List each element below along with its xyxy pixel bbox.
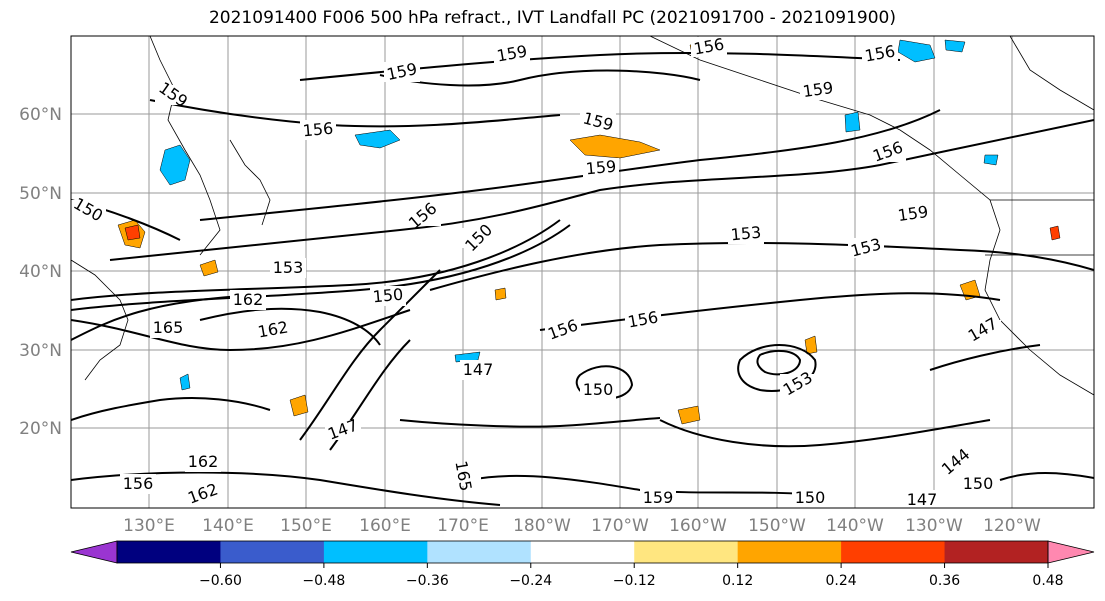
latitude-label: 50°N — [19, 184, 62, 204]
colorbar-label: −0.60 — [199, 573, 242, 589]
contour-label: 165 — [153, 318, 184, 337]
longitude-label: 120°W — [983, 516, 1041, 536]
colorbar-label: −0.24 — [509, 573, 552, 589]
colorbar-frame — [116, 540, 1049, 564]
contour-label: 150 — [583, 380, 614, 399]
coastlines — [71, 36, 1094, 396]
contour-label: 147 — [463, 360, 494, 379]
latitude-label: 40°N — [19, 262, 62, 282]
colorbar-cell — [117, 541, 221, 563]
colorbar-cell — [427, 541, 532, 563]
longitude-label: 140°W — [826, 516, 884, 536]
longitude-label: 170°E — [437, 516, 489, 536]
contour-label: 159 — [801, 78, 834, 101]
colorbar-cell — [323, 541, 428, 563]
colorbar-cell — [841, 541, 946, 563]
contour-label: 162 — [188, 452, 219, 471]
colorbar-cell — [530, 541, 635, 563]
longitude-label: 180°W — [513, 516, 571, 536]
longitude-label: 150°E — [280, 516, 332, 536]
contour-label: 156 — [123, 474, 154, 493]
longitude-label: 170°W — [591, 516, 649, 536]
contour-label: 159 — [585, 157, 617, 179]
colorbar-cell — [944, 541, 1049, 563]
colorbar-label: 0.12 — [722, 573, 753, 589]
contour-label: 156 — [692, 34, 725, 58]
colorbar-label: 0.48 — [1032, 573, 1063, 589]
map-background — [71, 36, 1094, 508]
contour-label: 147 — [907, 490, 938, 509]
colorbar-max-extension — [1047, 540, 1095, 564]
longitude-label: 130°E — [123, 516, 175, 536]
ivt-shading-strong — [124, 224, 1061, 241]
longitude-label: 130°W — [905, 516, 963, 536]
colorbar-cell — [737, 541, 842, 563]
longitude-label: 160°W — [669, 516, 727, 536]
latitude-label: 20°N — [19, 419, 62, 439]
colorbar-label: −0.12 — [613, 573, 656, 589]
longitude-label: 140°E — [202, 516, 254, 536]
contour-label: 153 — [730, 223, 762, 245]
latitude-label: 60°N — [19, 105, 62, 125]
contour-label: 150 — [795, 488, 826, 507]
colorbar-cell — [634, 541, 739, 563]
contour-label: 159 — [643, 488, 674, 507]
colorbar-label: 0.36 — [929, 573, 960, 589]
contour-label: 153 — [273, 258, 304, 277]
longitude-label: 150°W — [748, 516, 806, 536]
colorbar-label: 0.24 — [826, 573, 857, 589]
contour-label: 162 — [233, 290, 264, 309]
contour-label: 150 — [372, 285, 404, 307]
ivt-shading-negative — [159, 39, 999, 391]
colorbar: −0.60 −0.48 −0.36 −0.24 −0.12 0.12 0.24 0.36 0.4… — [70, 540, 1095, 589]
colorbar-label: −0.48 — [302, 573, 345, 589]
colorbar-label: −0.36 — [406, 573, 449, 589]
colorbar-min-extension — [70, 540, 118, 564]
contour-label: 156 — [302, 119, 334, 141]
colorbar-cell — [220, 541, 325, 563]
contour-label-backgrounds — [71, 37, 1001, 508]
map-title: 2021091400 F006 500 hPa refract., IVT La… — [208, 8, 896, 28]
contour-label: 150 — [963, 474, 994, 493]
longitude-label: 160°E — [359, 516, 411, 536]
refractivity-contours — [71, 51, 1094, 506]
contour-label: 159 — [896, 202, 929, 225]
latitude-label: 30°N — [19, 341, 62, 361]
map-frame — [70, 35, 1095, 509]
